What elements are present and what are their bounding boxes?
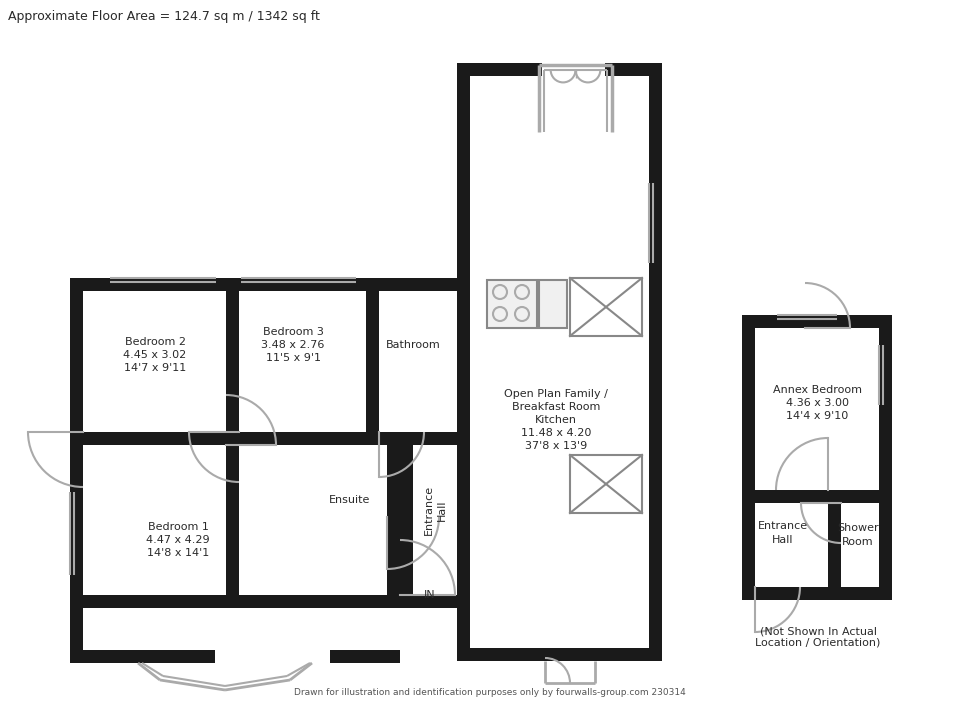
Bar: [487, 280, 537, 328]
Bar: [605, 63, 662, 76]
Bar: [457, 63, 542, 76]
Bar: [70, 278, 83, 650]
Text: Open Plan Family /
Breakfast Room
Kitchen
11.48 x 4.20
37'8 x 13'9: Open Plan Family / Breakfast Room Kitche…: [504, 389, 608, 451]
Bar: [330, 650, 400, 663]
Bar: [879, 315, 892, 600]
Bar: [742, 315, 892, 328]
Text: Ensuite: Ensuite: [329, 495, 370, 505]
Bar: [226, 432, 239, 595]
Bar: [457, 648, 662, 661]
Bar: [457, 63, 470, 432]
Bar: [400, 432, 413, 608]
Text: Drawn for illustration and identification purposes only by fourwalls-group.com 2: Drawn for illustration and identificatio…: [294, 688, 686, 697]
Bar: [366, 278, 379, 432]
Bar: [387, 432, 400, 608]
Bar: [742, 315, 755, 600]
Bar: [649, 63, 662, 648]
Text: Shower
Room: Shower Room: [837, 523, 879, 547]
Bar: [457, 278, 470, 432]
Bar: [226, 595, 400, 608]
Bar: [400, 595, 470, 608]
Bar: [570, 278, 642, 336]
Bar: [457, 432, 470, 661]
Bar: [742, 587, 892, 600]
Bar: [70, 595, 226, 608]
Bar: [457, 497, 470, 608]
Text: Annex Bedroom
4.36 x 3.00
14'4 x 9'10: Annex Bedroom 4.36 x 3.00 14'4 x 9'10: [772, 385, 861, 421]
Text: (Not Shown In Actual
Location / Orientation): (Not Shown In Actual Location / Orientat…: [756, 626, 881, 648]
Text: Entrance
Hall: Entrance Hall: [423, 485, 447, 535]
Text: Bedroom 2
4.45 x 3.02
14'7 x 9'11: Bedroom 2 4.45 x 3.02 14'7 x 9'11: [123, 337, 186, 373]
Bar: [570, 455, 642, 513]
Bar: [70, 278, 470, 291]
Bar: [742, 490, 879, 503]
Text: Bedroom 1
4.47 x 4.29
14'8 x 14'1: Bedroom 1 4.47 x 4.29 14'8 x 14'1: [146, 522, 210, 559]
Text: IN: IN: [424, 590, 436, 600]
Text: Entrance
Hall: Entrance Hall: [758, 521, 808, 544]
Text: Bedroom 3
3.48 x 2.76
11'5 x 9'1: Bedroom 3 3.48 x 2.76 11'5 x 9'1: [262, 327, 324, 363]
Text: Bathroom: Bathroom: [385, 340, 440, 350]
Bar: [539, 280, 567, 328]
Text: Approximate Floor Area = 124.7 sq m / 1342 sq ft: Approximate Floor Area = 124.7 sq m / 13…: [8, 10, 319, 23]
Bar: [70, 432, 470, 445]
Bar: [226, 278, 239, 432]
Bar: [828, 490, 841, 600]
Bar: [70, 650, 215, 663]
